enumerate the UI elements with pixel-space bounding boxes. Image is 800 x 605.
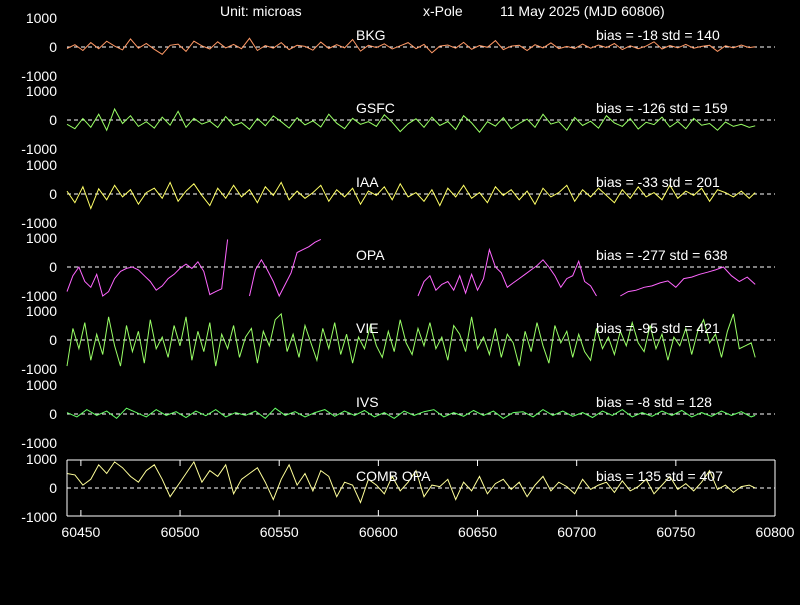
y-tick-label: 0 [49, 39, 57, 55]
y-tick-label: 1000 [26, 230, 57, 246]
series-line-gsfc [66, 107, 756, 134]
y-tick-label: 1000 [26, 83, 57, 99]
x-tick-label: 60650 [458, 524, 497, 540]
stats-label-bkg: bias = -18 std = 140 [596, 27, 720, 43]
y-tick-label: 0 [49, 259, 57, 275]
series-label-iaa: IAA [356, 174, 379, 190]
panel-opa: 1000 0 -1000 OPA bias = -277 std = 638 [21, 230, 775, 304]
panel-comb-opa: 1000 0 -1000 COMB OPA bias = 135 std = 407 [21, 451, 775, 525]
y-tick-label: -1000 [21, 141, 57, 157]
stats-label-gsfc: bias = -126 std = 159 [596, 100, 728, 116]
x-tick-label: 60600 [359, 524, 398, 540]
y-tick-label: 0 [49, 112, 57, 128]
series-label-ivs: IVS [356, 394, 379, 410]
stats-label-iaa: bias = -33 std = 201 [596, 174, 720, 190]
stats-label-comb-opa: bias = 135 std = 407 [596, 468, 723, 484]
series-line-bkg [66, 37, 756, 55]
y-tick-label: 1000 [26, 377, 57, 393]
x-tick-label: 60750 [656, 524, 695, 540]
series-label-bkg: BKG [356, 27, 386, 43]
series-label-vie: VIE [356, 320, 379, 336]
series-line-opa [66, 239, 229, 297]
series-line-ivs [66, 407, 756, 420]
y-tick-label: 0 [49, 480, 57, 496]
x-tick-label: 60800 [756, 524, 795, 540]
y-tick-label: -1000 [21, 288, 57, 304]
y-tick-label: 1000 [26, 303, 57, 319]
y-tick-label: -1000 [21, 435, 57, 451]
x-tick-label: 60700 [557, 524, 596, 540]
y-tick-label: 0 [49, 332, 57, 348]
panel-ivs: 1000 0 -1000 IVS bias = -8 std = 128 [21, 377, 775, 451]
series-line-opa [620, 266, 756, 297]
unit-label: Unit: microas [220, 3, 302, 19]
stats-label-opa: bias = -277 std = 638 [596, 247, 728, 263]
stats-label-vie: bias = -95 std = 421 [596, 320, 720, 336]
y-tick-label: 1000 [26, 10, 57, 26]
y-tick-label: 0 [49, 186, 57, 202]
series-label-comb-opa: COMB OPA [356, 468, 431, 484]
series-line-comb-opa [66, 460, 756, 504]
panel-iaa: 1000 0 -1000 IAA bias = -33 std = 201 [21, 157, 775, 231]
date-label: 11 May 2025 (MJD 60806) [500, 3, 665, 19]
y-tick-label: -1000 [21, 361, 57, 377]
y-tick-label: -1000 [21, 215, 57, 231]
series-line-iaa [66, 181, 756, 210]
y-tick-label: 1000 [26, 451, 57, 467]
y-tick-label: 1000 [26, 157, 57, 173]
series-line-vie [66, 312, 756, 367]
panels: 1000 0 -1000 BKG bias = -18 std = 140 1000 0 -1… [21, 10, 775, 525]
panel-bkg: 1000 0 -1000 BKG bias = -18 std = 140 [21, 10, 775, 84]
x-axis: 60450 60500 60550 60600 60650 60700 60750 60800 [61, 459, 795, 540]
x-tick-label: 60550 [260, 524, 299, 540]
panel-vie: 1000 0 -1000 VIE bias = -95 std = 421 [21, 303, 775, 377]
x-tick-label: 60450 [61, 524, 100, 540]
component-label: x-Pole [423, 3, 463, 19]
series-line-opa [417, 247, 597, 297]
stats-label-ivs: bias = -8 std = 128 [596, 394, 712, 410]
y-tick-label: -1000 [21, 509, 57, 525]
x-tick-label: 60500 [161, 524, 200, 540]
series-line-opa [249, 238, 322, 298]
y-tick-label: -1000 [21, 68, 57, 84]
series-label-opa: OPA [356, 247, 385, 263]
series-label-gsfc: GSFC [356, 100, 395, 116]
panel-gsfc: 1000 0 -1000 GSFC bias = -126 std = 159 [21, 83, 775, 157]
y-tick-label: 0 [49, 406, 57, 422]
